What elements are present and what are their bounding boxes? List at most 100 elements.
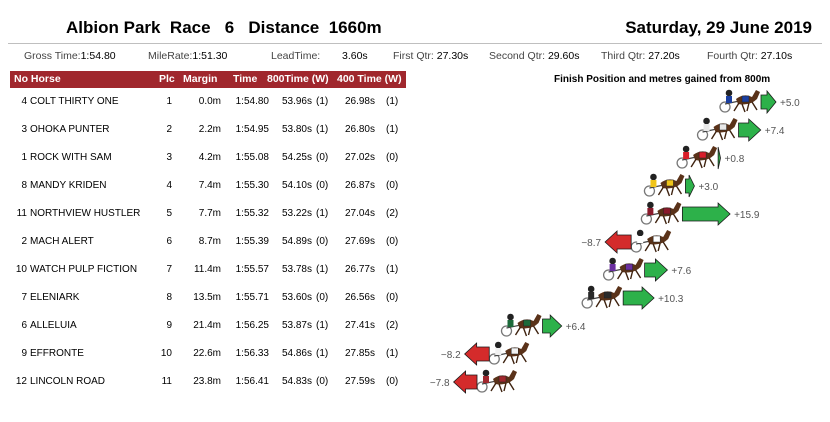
cell-400-time: 27.02s [344,152,375,163]
distance: 1660m [328,18,382,37]
cell-time: 1:55.32 [235,208,269,219]
cell-time: 1:54.95 [235,124,269,135]
horse-mark [500,313,542,337]
gain-label: +15.9 [734,210,760,221]
driver-silks [609,264,616,271]
driver-silks [637,236,644,243]
cell-plc: 6 [166,236,172,247]
horse-legs [617,269,642,281]
stat-lead-time: LeadTime: 3.60s [271,50,368,62]
loss-arrow [464,342,490,366]
col-time: Time [233,73,258,85]
cell-800-time: 53.87s [281,320,312,331]
horse-legs [654,213,679,225]
cell-no: 12 [15,376,27,387]
cell-time: 1:55.71 [235,292,269,303]
driver-helmet [636,229,644,237]
cell-time: 1:55.57 [235,264,269,275]
cell-margin: 7.7m [198,208,221,219]
saddlecloth [511,347,519,355]
stat-mile-rate: MileRate:1:51.30 [148,50,228,62]
cell-plc: 4 [166,180,172,191]
horse-mark [719,89,760,113]
cell-800-time: 54.10s [281,180,312,191]
cell-800-wide: (1) [316,208,329,219]
cell-margin: 13.5m [193,292,221,303]
driver-silks [650,180,657,187]
race-date: Saturday, 29 June 2019 [625,18,812,37]
sulky-wheel [643,185,656,197]
cell-time: 1:55.08 [235,152,269,163]
cell-margin: 8.7m [198,236,221,247]
cell-400-time: 26.87s [344,180,375,191]
cell-400-time: 26.98s [344,96,375,107]
saddlecloth [663,207,671,215]
sulky-wheel [719,101,731,113]
cell-plc: 3 [166,152,172,163]
cell-400-time: 27.59s [344,376,375,387]
stat-first-qtr: First Qtr: 27.30s [393,50,469,62]
saddlecloth [498,375,507,383]
horse-legs [733,101,758,113]
cell-800-time: 54.83s [281,376,312,387]
col-400-time: 400 Time (W) [337,73,402,85]
loss-arrow [604,230,632,254]
cell-400-wide: (0) [386,236,399,247]
cell-400-wide: (1) [386,124,399,135]
stat-third-qtr: Third Qtr: 27.20s [601,50,680,62]
cell-no: 3 [21,124,27,135]
cell-no: 6 [21,320,27,331]
gain-arrow [738,118,762,142]
cell-800-time: 53.78s [281,264,312,275]
cell-margin: 22.6m [193,348,221,359]
gain-arrow [717,146,721,170]
saddlecloth [523,319,531,327]
driver-helmet [494,341,502,349]
col-800-time: 800Time (W) [267,73,329,85]
col-margin: Margin [183,73,218,85]
cell-margin: 23.8m [193,376,221,387]
gain-label: +10.3 [658,294,684,305]
cell-no: 7 [21,292,27,303]
cell-400-time: 27.04s [344,208,375,219]
cell-800-wide: (1) [316,320,329,331]
gain-label: +6.4 [566,322,586,333]
cell-plc: 9 [166,320,172,331]
horse-mark [602,257,644,281]
stat-second-qtr: Second Qtr: 29.60s [489,50,580,62]
gain-label: +5.0 [780,98,800,109]
driver-helmet [587,285,595,293]
cell-400-wide: (1) [386,96,399,107]
cell-800-wide: (0) [316,152,329,163]
cell-margin: 7.4m [198,180,221,191]
cell-horse: OHOKA PUNTER [30,124,110,135]
table-row: 12 LINCOLN ROAD 11 23.8m 1:56.41 54.83s (0) 27.… [10,374,406,392]
stat-fourth-qtr: Fourth Qtr: 27.10s [707,50,793,62]
gain-label: −7.8 [430,378,450,389]
cell-400-time: 27.85s [344,348,375,359]
stat-gross-time: Gross Time:1:54.80 [24,50,116,62]
driver-silks [683,152,690,159]
cell-400-wide: (0) [386,292,399,303]
horse-legs [710,129,736,141]
cell-800-wide: (1) [316,264,329,275]
cell-time: 1:55.39 [235,236,269,247]
cell-800-wide: (0) [316,180,329,191]
cell-horse: MANDY KRIDEN [30,180,107,191]
cell-800-wide: (1) [316,96,329,107]
results-table-header: No Horse Plc Margin Time 800Time (W) 400… [10,71,406,88]
col-no-horse: No Horse [14,73,61,85]
gain-label: +7.6 [671,266,691,277]
divider [8,43,822,44]
cell-time: 1:56.41 [235,376,269,387]
gain-arrow [644,258,668,282]
horse-mark [630,229,672,253]
gain-label: +7.4 [765,126,785,137]
distance-label: Distance [248,18,320,37]
driver-silks [703,124,710,131]
gain-label: +0.8 [725,154,745,165]
cell-plc: 10 [160,348,172,359]
horse-legs [690,157,715,169]
horse-mark [643,173,685,197]
driver-helmet [482,369,490,377]
